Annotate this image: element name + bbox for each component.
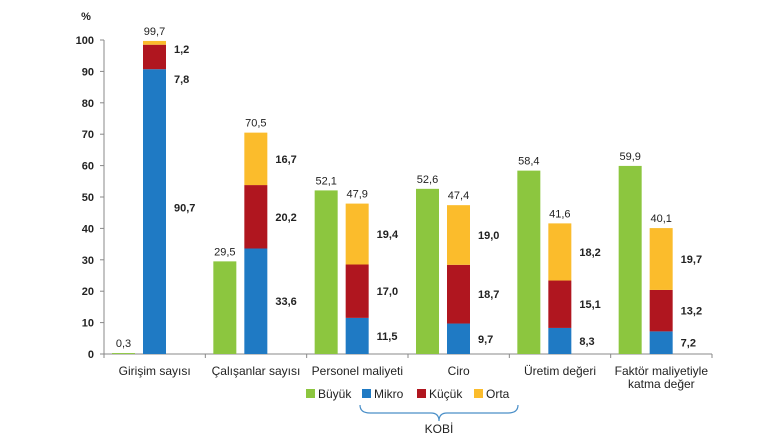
bar-buyuk [416, 188, 439, 354]
bar-küçük [447, 264, 470, 324]
y-tick-label: 20 [82, 286, 94, 298]
y-tick-label: 0 [88, 349, 94, 361]
y-tick-label: 100 [76, 35, 94, 47]
bar-buyuk [314, 190, 338, 354]
category-labels: Girişim sayısı Çalışanlar sayısı Personel … [119, 364, 709, 391]
kobi-brace [359, 404, 519, 422]
legend-label-mikro: Mikro [374, 387, 404, 401]
bar-orta [244, 132, 268, 186]
label-orta: 16,7 [275, 154, 296, 166]
label-mikro: 9,7 [478, 334, 493, 346]
bar-küçük [143, 44, 166, 70]
bar-küçük [548, 280, 572, 328]
data-labels: 0,3 99,7 90,7 7,8 1,2 29,5 70,5 33,6 20,2 16,7 52,… [116, 26, 702, 350]
bar-buyuk [618, 165, 642, 354]
label-mikro: 11,5 [377, 331, 398, 343]
label-mikro: 8,3 [579, 336, 594, 348]
label-kobi-total: 41,6 [549, 208, 570, 220]
label-buyuk: 52,1 [315, 175, 336, 187]
legend: Büyük Mikro Küçük Orta KOBİ [306, 387, 519, 436]
bar-buyuk [517, 170, 541, 354]
legend-swatch-küçük [417, 389, 426, 398]
y-tick-label: 50 [82, 192, 94, 204]
label-buyuk: 59,9 [619, 151, 640, 163]
y-tick-label: 60 [82, 161, 94, 173]
legend-swatch-orta [474, 389, 483, 398]
label-kobi-total: 47,4 [448, 190, 469, 202]
label-mikro: 90,7 [174, 203, 195, 215]
y-tick-label: 70 [82, 129, 94, 141]
label-mikro: 7,2 [681, 338, 696, 350]
label-buyuk: 0,3 [116, 338, 131, 350]
label-kucuk: 15,1 [579, 299, 600, 311]
category-label: Girişim sayısı [119, 364, 191, 378]
bars [112, 40, 673, 355]
bar-orta [345, 203, 369, 265]
label-orta: 19,4 [377, 229, 399, 241]
label-orta: 18,2 [579, 247, 600, 259]
legend-label-küçük: Küçük [429, 387, 463, 401]
legend-label-büyük: Büyük [318, 387, 352, 401]
bar-orta [447, 205, 470, 265]
bar-küçük [345, 264, 369, 318]
y-tick-label: 90 [82, 66, 94, 78]
bar-mikro [143, 69, 166, 355]
bar-mikro [244, 248, 268, 354]
label-buyuk: 52,6 [417, 174, 438, 186]
label-kobi-total: 70,5 [245, 118, 266, 130]
kobi-group-label: KOBİ [425, 422, 454, 436]
legend-label-orta: Orta [486, 387, 510, 401]
bar-küçük [244, 185, 268, 249]
y-axis-ticks: 0 10 20 30 40 50 60 70 80 90 100 [76, 35, 713, 361]
label-mikro: 33,6 [275, 296, 296, 308]
category-label: Üretim değeri [524, 364, 596, 378]
bar-buyuk [112, 353, 135, 354]
bar-mikro [649, 331, 673, 354]
bar-orta [649, 228, 673, 290]
y-tick-label: 10 [82, 318, 94, 330]
label-kucuk: 13,2 [681, 306, 702, 318]
category-label: Faktör maliyetiyle [615, 364, 709, 378]
y-tick-label: 40 [82, 223, 94, 235]
label-kucuk: 18,7 [478, 289, 499, 301]
label-kobi-total: 40,1 [650, 213, 671, 225]
category-label: Personel maliyeti [312, 364, 403, 378]
label-orta: 1,2 [174, 44, 189, 56]
label-kucuk: 17,0 [377, 286, 398, 298]
category-label: katma değer [628, 377, 695, 391]
category-label: Ciro [448, 364, 470, 378]
bar-mikro [447, 323, 470, 354]
y-axis-label: % [81, 11, 91, 23]
bar-orta [143, 40, 166, 45]
bar-orta [548, 223, 572, 281]
bar-buyuk [213, 261, 237, 354]
bar-mikro [548, 327, 572, 354]
label-kucuk: 20,2 [275, 212, 296, 224]
label-orta: 19,0 [478, 230, 499, 242]
bar-mikro [345, 317, 369, 354]
label-kobi-total: 47,9 [346, 189, 367, 201]
label-buyuk: 58,4 [518, 156, 539, 168]
y-tick-label: 30 [82, 255, 94, 267]
legend-swatch-büyük [306, 389, 315, 398]
legend-swatch-mikro [362, 389, 371, 398]
label-kobi-total: 99,7 [144, 26, 165, 38]
category-label: Çalışanlar sayısı [212, 364, 301, 378]
label-kucuk: 7,8 [174, 74, 189, 86]
bar-küçük [649, 289, 673, 332]
label-orta: 19,7 [681, 254, 702, 266]
label-buyuk: 29,5 [214, 246, 235, 258]
y-tick-label: 80 [82, 98, 94, 110]
